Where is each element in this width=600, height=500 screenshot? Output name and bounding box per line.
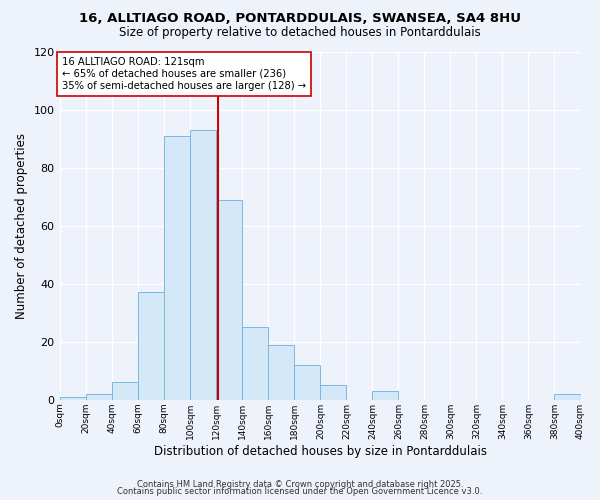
Bar [164, 136, 190, 400]
Text: Size of property relative to detached houses in Pontarddulais: Size of property relative to detached ho… [119, 26, 481, 39]
Bar [60, 397, 86, 400]
Bar [268, 344, 295, 400]
Bar [295, 365, 320, 400]
Text: 16, ALLTIAGO ROAD, PONTARDDULAIS, SWANSEA, SA4 8HU: 16, ALLTIAGO ROAD, PONTARDDULAIS, SWANSE… [79, 12, 521, 26]
Bar [217, 200, 242, 400]
Text: 16 ALLTIAGO ROAD: 121sqm
← 65% of detached houses are smaller (236)
35% of semi-: 16 ALLTIAGO ROAD: 121sqm ← 65% of detach… [62, 58, 305, 90]
Y-axis label: Number of detached properties: Number of detached properties [15, 132, 28, 318]
Bar [242, 327, 268, 400]
Bar [373, 391, 398, 400]
Bar [320, 386, 346, 400]
Bar [138, 292, 164, 400]
X-axis label: Distribution of detached houses by size in Pontarddulais: Distribution of detached houses by size … [154, 444, 487, 458]
Bar [86, 394, 112, 400]
Text: Contains HM Land Registry data © Crown copyright and database right 2025.: Contains HM Land Registry data © Crown c… [137, 480, 463, 489]
Bar [554, 394, 581, 400]
Text: Contains public sector information licensed under the Open Government Licence v3: Contains public sector information licen… [118, 488, 482, 496]
Bar [190, 130, 217, 400]
Bar [112, 382, 138, 400]
